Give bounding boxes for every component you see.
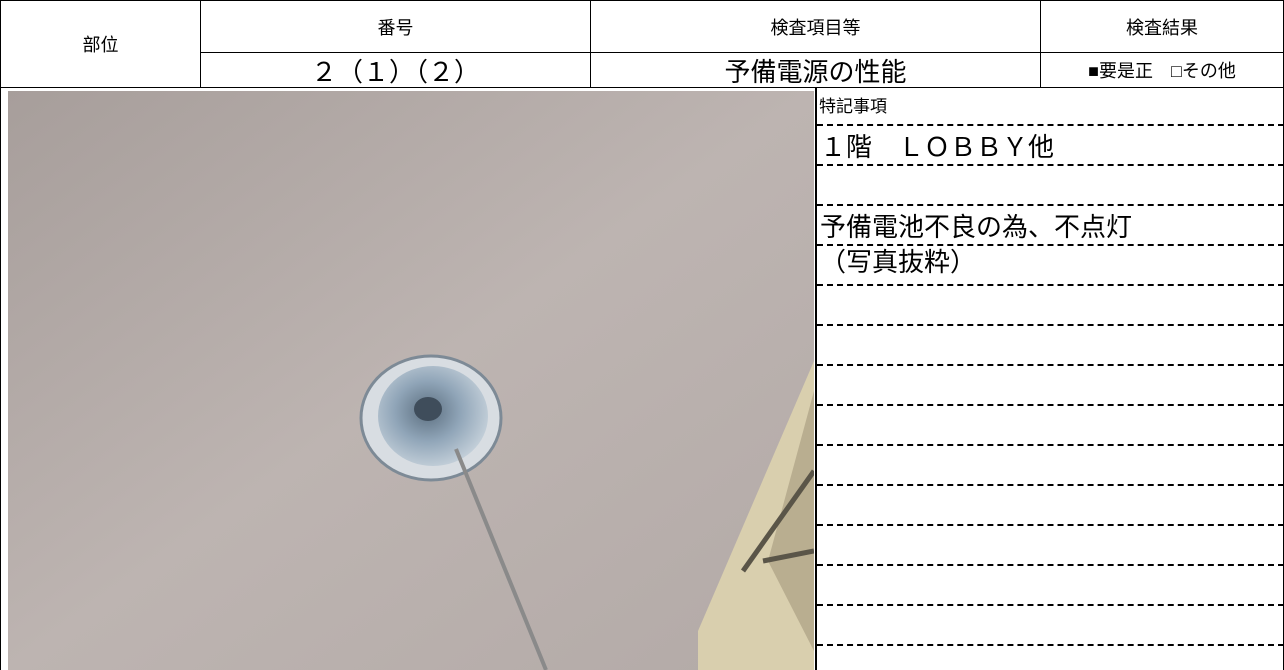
- dashed-rule: [817, 524, 1284, 526]
- location-label: 部位: [0, 0, 201, 88]
- number-label: 番号: [200, 0, 591, 53]
- result-value: ■要是正 □その他: [1040, 52, 1284, 88]
- dashed-rule: [817, 164, 1284, 166]
- dashed-rule: [817, 244, 1284, 246]
- dashed-rule: [817, 484, 1284, 486]
- dashed-rule: [817, 364, 1284, 366]
- item-value: 予備電源の性能: [590, 52, 1041, 88]
- item-label: 検査項目等: [590, 0, 1041, 53]
- dashed-rule: [817, 564, 1284, 566]
- number-value: ２（１）（２）: [200, 52, 591, 88]
- notes-label: 特記事項: [819, 97, 887, 116]
- dashed-rule: [817, 604, 1284, 606]
- photo: [8, 91, 814, 670]
- dashed-rule: [817, 404, 1284, 406]
- divider: [815, 88, 817, 670]
- dashed-rule: [817, 444, 1284, 446]
- dashed-rule: [817, 284, 1284, 286]
- note-line: （写真抜粋）: [820, 248, 977, 277]
- result-label: 検査結果: [1040, 0, 1284, 53]
- dashed-rule: [817, 324, 1284, 326]
- note-line: 予備電池不良の為、不点灯: [820, 213, 1133, 242]
- dashed-rule: [817, 204, 1284, 206]
- dashed-rule: [817, 124, 1284, 126]
- dashed-rule: [817, 644, 1284, 646]
- note-line: １階 ＬＯＢＢＹ他: [820, 133, 1055, 162]
